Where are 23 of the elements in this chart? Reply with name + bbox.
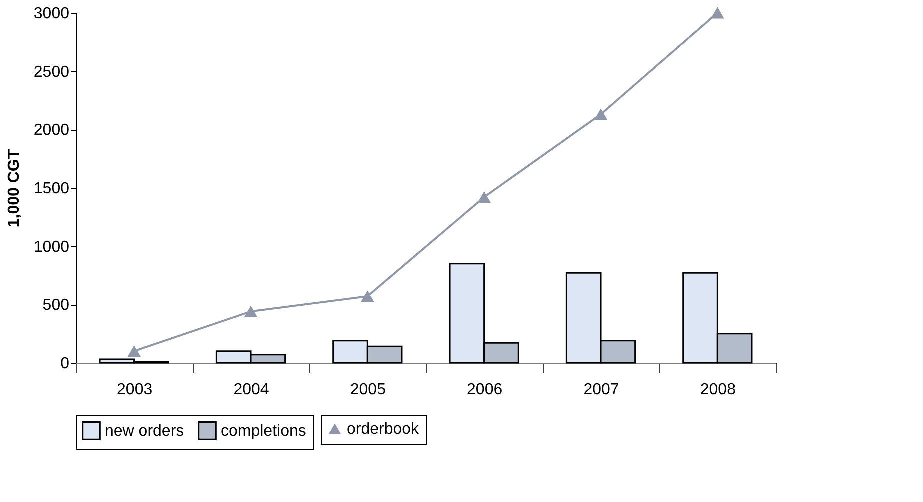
y-tick-label: 1500 bbox=[34, 180, 70, 198]
legend-label: orderbook bbox=[347, 421, 420, 438]
x-tick-label: 2008 bbox=[700, 382, 736, 398]
point bbox=[360, 290, 374, 302]
x-tick-label: 2006 bbox=[467, 382, 503, 398]
y-tick-label: 1000 bbox=[34, 238, 70, 256]
y-axis-title: 1,000 CGT bbox=[6, 149, 23, 228]
x-tick-label: 2003 bbox=[117, 382, 153, 398]
x-tick-label: 2004 bbox=[234, 382, 270, 398]
x-tick-label: 2007 bbox=[584, 382, 620, 398]
point bbox=[244, 306, 258, 318]
x-tick-label: 2005 bbox=[350, 382, 386, 398]
legend-label: completions bbox=[221, 422, 306, 440]
y-tick-label: 500 bbox=[42, 297, 70, 314]
y-tick-label: 3000 bbox=[34, 6, 70, 22]
point bbox=[478, 192, 492, 204]
y-tick-label: 2000 bbox=[34, 122, 70, 140]
point bbox=[710, 7, 724, 19]
legend-label: new orders bbox=[105, 422, 184, 440]
y-tick-label: 2500 bbox=[34, 64, 70, 81]
point bbox=[594, 108, 608, 120]
y-tick-label: 0 bbox=[60, 356, 70, 372]
point bbox=[128, 346, 142, 358]
